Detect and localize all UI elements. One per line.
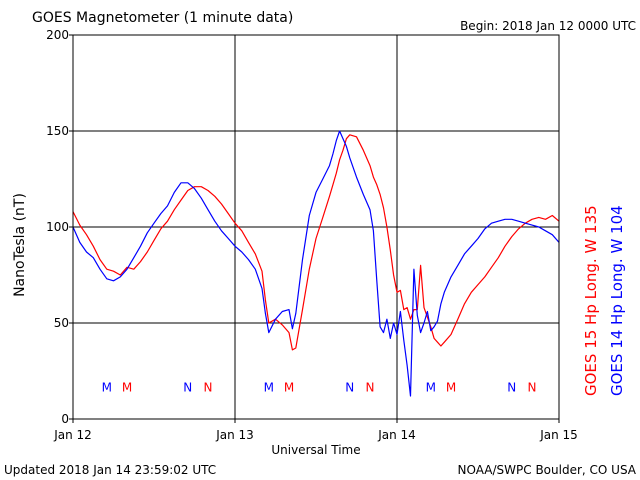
mn-marker: M [102,380,112,394]
y-axis-label: NanoTesla (nT) [12,193,28,297]
y-tick-label: 150 [46,124,69,138]
x-axis-ticks: Jan 12 Jan 13 Jan 14 Jan 15 [53,419,578,442]
y-tick-label: 0 [61,412,69,426]
series-line-goes14 [72,130,560,397]
mn-marker: N [345,380,354,394]
begin-time: Begin: 2018 Jan 12 0000 UTC [460,19,636,33]
mn-marker: N [183,380,192,394]
legend-goes15: GOES 15 Hp Long. W 135 [582,205,600,396]
mn-marker: M [122,380,132,394]
y-tick-label: 100 [46,220,69,234]
mn-marker: M [264,380,274,394]
mn-marker: N [366,380,375,394]
updated-timestamp: Updated 2018 Jan 14 23:59:02 UTC [4,463,216,477]
x-tick-label: Jan 12 [53,428,92,442]
x-tick-label: Jan 13 [215,428,254,442]
mn-marker: N [204,380,213,394]
y-tick-label: 50 [54,316,69,330]
legend-goes14: GOES 14 Hp Long. W 104 [608,205,626,396]
y-tick-label: 200 [46,28,69,42]
x-tick-label: Jan 15 [539,428,578,442]
chart-title: GOES Magnetometer (1 minute data) [32,10,293,26]
y-axis-ticks: 0 50 100 150 200 [46,28,73,426]
data-series [72,130,560,397]
mn-marker: N [507,380,516,394]
mn-marker: N [528,380,537,394]
series-line-goes15 [72,134,560,351]
x-tick-label: Jan 14 [377,428,416,442]
x-axis-label: Universal Time [271,443,360,457]
credit-text: NOAA/SWPC Boulder, CO USA [458,463,637,477]
grid-lines [73,35,559,419]
mn-marker: M [446,380,456,394]
mn-marker: M [426,380,436,394]
mn-marker: M [284,380,294,394]
